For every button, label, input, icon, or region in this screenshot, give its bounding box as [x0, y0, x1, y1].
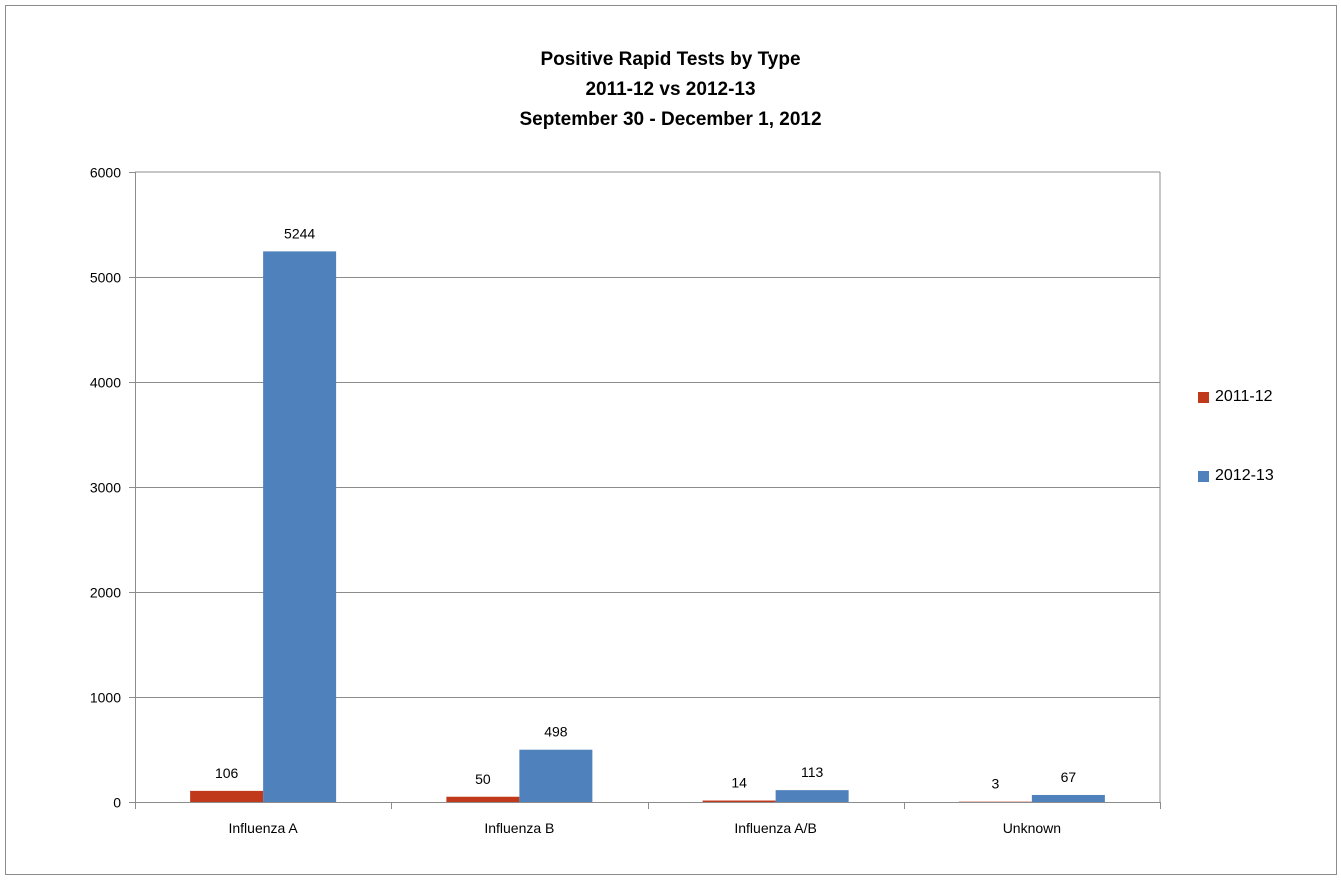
x-tick-label-1: Influenza B [484, 820, 554, 836]
data-label-2011-12-3: 3 [991, 776, 999, 792]
data-label-2012-13-3: 67 [1061, 769, 1077, 785]
x-tick-label-2: Influenza A/B [734, 820, 817, 836]
chart-title-line-1: Positive Rapid Tests by Type [540, 49, 801, 70]
y-tick-label-6: 6000 [90, 165, 121, 181]
chart-frame [5, 5, 1337, 875]
bar-2011-12-2 [702, 800, 776, 802]
chart-title-line-3: September 30 - December 1, 2012 [519, 109, 822, 130]
tick-labels: 0 1000 2000 3000 4000 5000 6000 Influenza A Infl… [90, 165, 1061, 837]
y-tick-label-5: 5000 [90, 270, 121, 286]
legend-item-series-2: 2012-13 [1198, 467, 1274, 485]
bar-2012-13-2 [775, 790, 849, 802]
bar-2012-13-0 [263, 251, 337, 802]
legend-item-series-1: 2011-12 [1198, 388, 1273, 406]
bar-2011-12-1 [446, 796, 520, 802]
legend-label-series-2: 2012-13 [1215, 467, 1274, 484]
data-label-2011-12-0: 106 [215, 765, 239, 781]
axes [129, 171, 1161, 809]
y-tick-label-0: 0 [113, 795, 121, 811]
legend-label-series-1: 2011-12 [1215, 388, 1273, 405]
y-tick-label-2: 2000 [90, 585, 121, 601]
chart-title-line-2: 2011-12 vs 2012-13 [585, 79, 756, 100]
data-label-2011-12-1: 50 [475, 771, 491, 787]
data-label-2012-13-1: 498 [544, 724, 568, 740]
data-label-2012-13-2: 113 [801, 764, 824, 780]
bar-2012-13-3 [1031, 794, 1105, 802]
bars [190, 251, 1105, 802]
y-tick-label-3: 3000 [90, 480, 121, 496]
data-label-2011-12-2: 14 [731, 775, 747, 791]
data-label-2012-13-0: 5244 [284, 225, 315, 241]
legend-swatch-series-2 [1198, 470, 1209, 482]
y-tick-label-1: 1000 [90, 690, 121, 706]
data-labels: 106 5244 50 498 14 113 3 67 [215, 225, 1076, 791]
y-tick-label-4: 4000 [90, 375, 121, 391]
x-tick-label-0: Influenza A [228, 820, 298, 836]
bar-2012-13-1 [519, 749, 593, 802]
legend-swatch-series-1 [1198, 391, 1209, 403]
x-tick-label-3: Unknown [1003, 820, 1061, 836]
bar-2011-12-0 [190, 790, 264, 802]
